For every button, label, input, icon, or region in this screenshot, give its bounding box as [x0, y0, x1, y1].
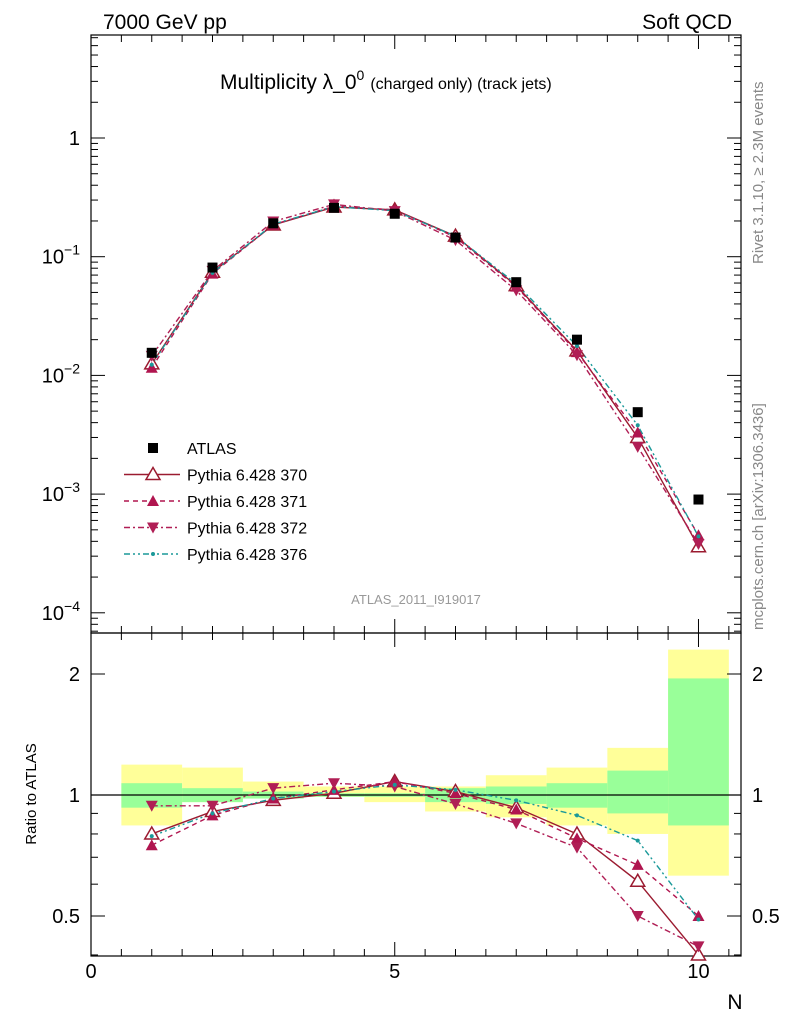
legend-marker-data: [148, 443, 158, 453]
data-point: [268, 218, 279, 229]
series-point-ratio: [631, 858, 644, 870]
series-point-main: [631, 441, 644, 453]
chart-title-main: Multiplicity λ_0: [220, 71, 357, 94]
x-axis-label: N: [727, 991, 742, 1014]
series-point-ratio: [574, 813, 579, 818]
chart-title: Multiplicity λ_00 (charged only) (track j…: [220, 67, 552, 94]
series-point-ratio: [510, 803, 523, 815]
legend: ATLAS Pythia 6.428 370 Pythia 6.428 371 Pyt…: [124, 441, 307, 564]
series-point-main: [145, 361, 158, 373]
axis-tick-labels: 0 5 10 1 10−1 10−2 10−3 10−4 2 2 1 1 0.5 0.5: [42, 128, 780, 983]
y-tick-label-main: 10−2: [42, 360, 80, 387]
y-axis-label-ratio: Ratio to ATLAS: [23, 743, 40, 844]
x-tick-label: 10: [687, 961, 709, 983]
data-point: [632, 407, 643, 418]
analysis-id-watermark: ATLAS_2011_I919017: [351, 592, 481, 607]
legend-label: Pythia 6.428 372: [187, 521, 307, 538]
uncertainty-bands: [91, 649, 741, 876]
y-tick-label-main: 10−1: [42, 242, 80, 269]
legend-label: Pythia 6.428 370: [187, 468, 307, 485]
series-point-main: [692, 538, 705, 550]
series-point-ratio: [453, 787, 458, 792]
stat-band-green: [607, 770, 669, 814]
series-point-main: [631, 426, 644, 438]
data-point: [571, 334, 582, 345]
y-tick-label-main: 10−3: [42, 479, 80, 506]
series-point-ratio: [692, 941, 705, 953]
y-tick-label-ratio-left: 1: [69, 785, 80, 807]
rivet-info-label: Rivet 3.1.10, ≥ 2.3M events: [750, 82, 767, 265]
legend-label: Pythia 6.428 376: [187, 547, 307, 564]
series-point-ratio: [210, 811, 215, 816]
legend-label: Pythia 6.428 371: [187, 494, 307, 511]
series-point-ratio: [570, 842, 583, 854]
series-point-ratio: [149, 834, 154, 839]
legend-marker: [144, 466, 162, 481]
series-point-ratio: [206, 800, 219, 812]
series-point-ratio: [514, 798, 519, 803]
header-category-label: Soft QCD: [642, 11, 732, 34]
series-point-ratio: [449, 787, 462, 799]
y-tick-label-ratio-right: 0.5: [752, 906, 780, 928]
series-point-ratio: [392, 782, 397, 787]
series-point-main: [510, 285, 523, 297]
series-point-ratio: [629, 872, 647, 888]
series-point-main: [570, 350, 583, 362]
y-tick-label-ratio-left: 0.5: [52, 906, 80, 928]
series-point-ratio: [271, 796, 276, 801]
series-line-main: [151, 205, 700, 537]
data-point: [389, 208, 400, 219]
series-line-ratio: [151, 780, 699, 917]
series-point-main: [696, 534, 701, 539]
series-point-main: [574, 343, 579, 348]
data-point: [450, 232, 461, 243]
mcplots-reference-label: mcplots.cern.ch [arXiv:1306.3436]: [750, 403, 767, 630]
data-point: [207, 262, 218, 273]
series-lines: [151, 203, 700, 956]
y-tick-label-main: 1: [69, 128, 80, 150]
series-point-ratio: [145, 839, 158, 851]
series-point-main: [149, 362, 154, 367]
header-beam-label: 7000 GeV pp: [103, 11, 227, 34]
y-tick-label-main: 10−4: [42, 598, 80, 625]
axis-ticks: [90, 35, 741, 956]
series-point-ratio: [327, 778, 340, 790]
series-point-ratio: [570, 832, 583, 844]
data-point: [511, 277, 522, 288]
series-point-ratio: [388, 781, 401, 793]
legend-marker: [147, 522, 159, 534]
main-plot-frame: [90, 34, 742, 634]
series-line-ratio: [151, 784, 700, 920]
legend-label-data: ATLAS: [187, 441, 237, 458]
legend-marker: [151, 552, 155, 556]
y-tick-label-ratio-right: 1: [752, 785, 763, 807]
data-markers: [143, 198, 707, 961]
legend-marker: [147, 495, 159, 506]
series-point-ratio: [143, 825, 161, 840]
data-point: [328, 202, 339, 213]
stat-band-green: [668, 678, 729, 826]
series-point-ratio: [510, 818, 523, 830]
series-point-ratio: [331, 789, 336, 794]
series-point-ratio: [267, 783, 280, 795]
series-point-ratio: [635, 838, 640, 843]
series-point-ratio: [696, 917, 701, 922]
series-point-ratio: [690, 946, 707, 961]
y-tick-label-ratio-right: 2: [752, 664, 763, 686]
x-tick-label: 5: [389, 961, 400, 983]
y-tick-label-ratio-left: 2: [69, 664, 80, 686]
series-point-ratio: [327, 783, 340, 795]
data-point: [146, 347, 157, 358]
chart-title-suffix: (charged only) (track jets): [370, 76, 551, 93]
series-point-main: [635, 423, 640, 428]
series-line-main: [151, 203, 700, 545]
series-point-ratio: [449, 798, 462, 810]
data-point: [693, 494, 704, 505]
series-point-ratio: [692, 910, 705, 921]
x-tick-label: 0: [85, 961, 96, 983]
series-point-ratio: [631, 911, 644, 922]
series-point-ratio: [145, 800, 158, 812]
chart-title-sup: 0: [357, 67, 365, 83]
